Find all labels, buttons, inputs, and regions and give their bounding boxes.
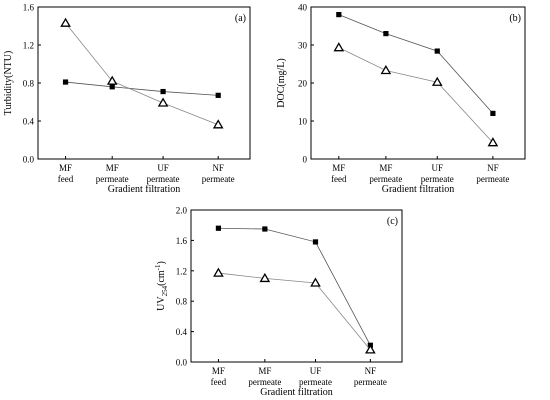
panel-c-y-axis-title-part: (cm [156, 270, 167, 286]
panel-c-series-square-point [312, 239, 319, 245]
panel-b-x-axis-title: Gradient filtration [382, 184, 454, 195]
panel-c-x-tick-label: feed [211, 377, 227, 387]
panel-a-series-triangle-point [106, 75, 118, 85]
panel-c-x-tick-label: NF [365, 366, 377, 376]
panel-b-series-triangle-point [431, 76, 443, 86]
panel-b-y-tick-label: 0 [303, 155, 308, 165]
panel-c: 0.00.40.81.21.62.0MFfeedMFpermeateUFperm… [154, 206, 403, 398]
panel-a: 0.00.40.81.21.6MFfeedMFpermeateUFpermeat… [3, 3, 251, 195]
panel-b-y-tick-label: 30 [298, 41, 308, 51]
panel-c-y-axis-title-part: UV [156, 296, 167, 311]
panel-b-series-square-point [434, 48, 440, 54]
panel-c-plot-frame [190, 209, 403, 363]
panel-a-series-square-point [215, 92, 221, 98]
panel-a-series-square-point [160, 88, 166, 95]
panel-a-series-square-line [65, 81, 219, 96]
panel-a-x-axis-title: Gradient filtration [108, 184, 180, 195]
panel-b-series-triangle-point [380, 64, 392, 75]
panel-a-x-tick-label: UF [157, 163, 169, 173]
panel-c-label: (c) [387, 216, 398, 227]
panel-a-x-tick-label: MF [59, 163, 72, 173]
panel-b-x-tick-label: permeate [421, 174, 454, 184]
panel-b-y-tick-label: 10 [298, 117, 308, 127]
panel-c-y-axis-title-part: -1 [154, 264, 162, 270]
panel-c-x-axis-title: Gradient filtration [260, 387, 332, 398]
panel-b-x-tick-label: NF [487, 163, 499, 173]
panel-b-x-tick-label: permeate [369, 174, 402, 184]
panel-a-y-tick-label: 0.4 [23, 117, 35, 127]
panel-a-series-triangle-point [212, 119, 224, 129]
panel-b-y-tick-label: 40 [298, 3, 308, 13]
panel-c-y-tick-label: 2.0 [176, 206, 188, 216]
panel-b-x-tick-label: MF [379, 163, 392, 173]
panel-b-series-square-point [336, 12, 342, 18]
panel-a-series-triangle-point [60, 17, 71, 27]
panel-a-x-tick-label: MF [106, 163, 119, 173]
panel-c-y-tick-label: 0.4 [176, 327, 188, 337]
panel-b: 010203040MFfeedMFpermeateUFpermeateNFper… [276, 3, 526, 195]
panel-b-series-square-line [338, 14, 494, 114]
panel-b-series-triangle-line [338, 47, 494, 143]
panel-b-x-tick-label: MF [332, 163, 345, 173]
panel-c-series-triangle-point [213, 267, 224, 277]
panel-c-y-tick-label: 1.6 [176, 236, 188, 246]
panel-a-y-tick-label: 0.0 [23, 155, 35, 165]
panel-a-y-tick-label: 1.2 [23, 41, 34, 51]
panel-a-series-triangle-point [157, 97, 169, 107]
panel-c-series-triangle-point [259, 272, 271, 283]
panel-c-y-axis-title-part: ) [156, 261, 167, 264]
panel-c-x-tick-label: permeate [354, 377, 387, 387]
panel-a-x-tick-label: feed [58, 174, 74, 184]
panel-a-series-square-point [62, 79, 69, 85]
panel-c-series-triangle-line [218, 272, 371, 351]
panel-c-x-tick-label: permeate [248, 377, 281, 387]
panel-a-y-tick-label: 1.6 [23, 3, 35, 13]
panel-c-y-tick-label: 1.2 [176, 266, 187, 276]
panel-c-y-axis-title: UV254(cm-1) [154, 261, 169, 311]
panel-a-x-tick-label: permeate [96, 174, 129, 184]
panel-a-series-square-point [109, 84, 115, 90]
panel-b-x-tick-label: feed [331, 174, 347, 184]
panel-a-y-tick-label: 0.8 [23, 79, 35, 89]
panel-a-series-triangle-line [65, 22, 219, 126]
panel-c-series-triangle-point [365, 344, 376, 354]
panel-a-x-tick-label: permeate [202, 174, 235, 184]
panel-a-x-tick-label: NF [212, 163, 224, 173]
panel-b-plot-frame [310, 6, 526, 160]
panel-c-y-tick-label: 0.0 [176, 358, 188, 368]
panel-b-y-axis-title: DOC(mg/L) [276, 58, 287, 107]
panel-c-x-tick-label: MF [212, 366, 225, 376]
panel-c-y-tick-label: 0.8 [176, 297, 188, 307]
panel-b-series-square-point [490, 110, 496, 116]
panel-a-x-tick-label: permeate [147, 174, 180, 184]
panel-c-series-square-point [215, 225, 222, 231]
panel-b-label: (b) [509, 13, 521, 24]
panel-c-x-tick-label: permeate [299, 377, 332, 387]
panel-c-series-square-point [262, 226, 268, 232]
panel-c-y-axis-title-part: 254 [161, 285, 169, 296]
panel-b-x-tick-label: permeate [476, 174, 509, 184]
panel-b-series-square-point [383, 31, 389, 37]
panel-a-plot-frame [37, 6, 251, 160]
panel-c-x-tick-label: MF [258, 366, 271, 376]
panel-c-series-square-line [218, 227, 371, 346]
panel-b-series-triangle-point [487, 137, 499, 147]
panel-b-y-tick-label: 20 [298, 79, 308, 89]
panel-b-x-tick-label: UF [432, 163, 444, 173]
panel-c-series-triangle-point [310, 277, 321, 287]
panel-a-label: (a) [235, 13, 246, 24]
panel-b-series-triangle-point [333, 42, 345, 52]
panel-a-y-axis-title: Turbidity(NTU) [3, 51, 14, 116]
panel-c-x-tick-label: UF [310, 366, 322, 376]
